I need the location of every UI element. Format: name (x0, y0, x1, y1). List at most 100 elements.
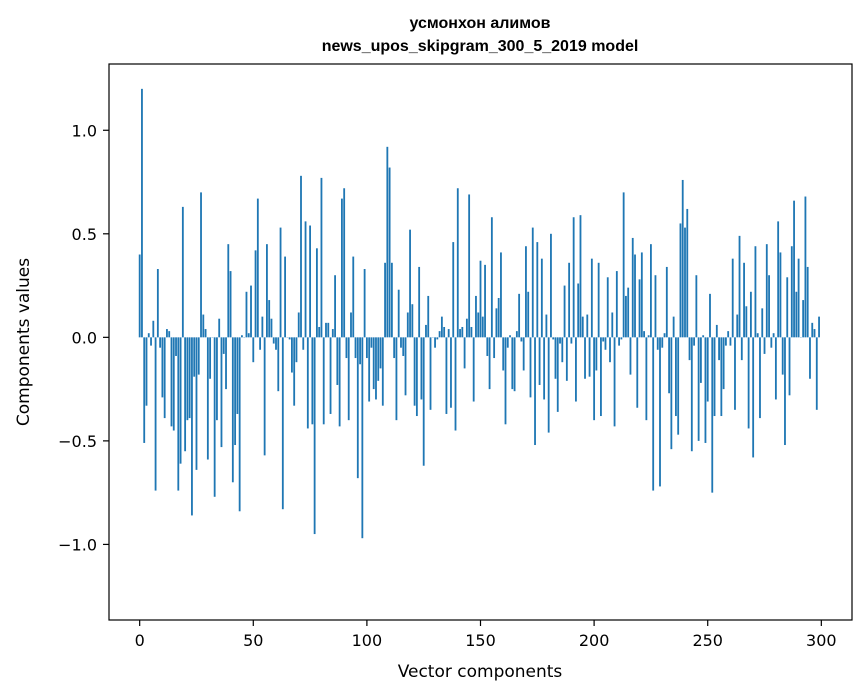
bar-102 (370, 337, 373, 348)
bar-2 (143, 337, 146, 443)
bar-11 (163, 337, 166, 419)
bar-56 (266, 244, 268, 338)
bar-138 (452, 242, 455, 338)
bar-52 (256, 198, 259, 338)
x-tick-label: 150 (465, 631, 496, 650)
bar-245 (695, 275, 698, 338)
bar-9 (159, 337, 162, 348)
x-tick-label: 100 (352, 631, 383, 650)
bar-85 (331, 329, 334, 338)
bar-257 (722, 337, 725, 390)
bar-81 (322, 337, 325, 425)
bar-15 (172, 337, 175, 431)
bar-199 (590, 258, 593, 338)
bar-60 (275, 337, 277, 350)
bar-294 (806, 266, 809, 338)
bars-group (138, 88, 820, 539)
bar-251 (709, 293, 711, 338)
bar-158 (497, 298, 500, 338)
bar-252 (711, 337, 714, 493)
bar-232 (665, 266, 668, 338)
bar-3 (145, 337, 148, 406)
bar-296 (811, 322, 814, 338)
bar-161 (504, 337, 507, 425)
bar-172 (529, 337, 532, 398)
bar-298 (815, 337, 818, 410)
bar-20 (184, 337, 187, 452)
bar-281 (777, 221, 780, 338)
bar-17 (177, 337, 180, 491)
y-tick-label: −1.0 (58, 535, 97, 554)
bar-148 (475, 295, 477, 338)
x-axis-label: Vector components (398, 662, 563, 682)
bar-114 (397, 289, 400, 338)
bar-12 (166, 329, 168, 338)
bar-137 (450, 337, 452, 408)
bar-162 (506, 337, 509, 348)
bar-256 (720, 337, 723, 417)
bar-112 (393, 337, 396, 359)
bar-25 (195, 337, 198, 470)
bar-134 (443, 326, 446, 338)
bar-268 (747, 337, 750, 429)
bar-49 (250, 285, 252, 338)
bar-103 (372, 337, 375, 390)
bar-244 (693, 337, 695, 346)
bar-72 (302, 337, 305, 350)
bar-64 (284, 256, 286, 338)
bar-170 (525, 246, 527, 338)
bar-96 (356, 337, 359, 479)
bar-140 (456, 188, 459, 338)
bar-167 (518, 293, 521, 338)
bar-164 (511, 337, 514, 390)
bar-248 (702, 335, 705, 338)
bar-238 (679, 223, 682, 338)
bar-209 (613, 337, 616, 427)
bar-67 (291, 337, 293, 373)
y-tick-label: −0.5 (58, 432, 97, 451)
bar-280 (774, 337, 777, 400)
bar-5 (150, 337, 152, 346)
bar-159 (500, 252, 502, 338)
bar-107 (381, 337, 384, 406)
bar-116 (402, 337, 405, 356)
bar-194 (579, 215, 582, 338)
chart-subtitle: news_upos_skipgram_300_5_2019 model (322, 38, 639, 55)
bar-30 (206, 337, 209, 460)
bar-204 (602, 337, 605, 342)
bar-113 (395, 337, 398, 421)
bar-127 (427, 295, 430, 338)
bar-205 (604, 337, 607, 350)
bar-151 (481, 316, 484, 338)
bar-166 (515, 331, 518, 338)
bar-71 (300, 175, 302, 338)
bar-149 (477, 312, 480, 338)
bar-227 (654, 275, 657, 338)
bar-213 (622, 192, 625, 338)
bar-188 (565, 337, 568, 381)
bar-234 (670, 337, 673, 450)
bar-173 (531, 227, 534, 338)
bar-206 (606, 277, 609, 338)
bar-40 (229, 271, 232, 338)
bar-124 (420, 337, 423, 400)
bar-91 (345, 337, 348, 359)
bar-225 (650, 244, 652, 338)
bar-223 (645, 337, 648, 421)
bar-106 (379, 337, 382, 369)
bar-1 (141, 88, 143, 338)
bar-182 (552, 337, 555, 340)
bar-70 (297, 312, 300, 338)
bar-63 (281, 337, 284, 510)
bar-8 (156, 269, 159, 338)
bar-275 (763, 337, 766, 354)
bar-108 (384, 262, 386, 338)
bar-222 (643, 331, 646, 338)
bar-239 (681, 179, 684, 338)
bar-142 (461, 326, 464, 338)
bar-26 (197, 337, 200, 375)
bar-13 (168, 331, 171, 338)
bar-175 (536, 242, 539, 338)
bar-221 (640, 252, 643, 338)
bar-154 (488, 337, 491, 390)
